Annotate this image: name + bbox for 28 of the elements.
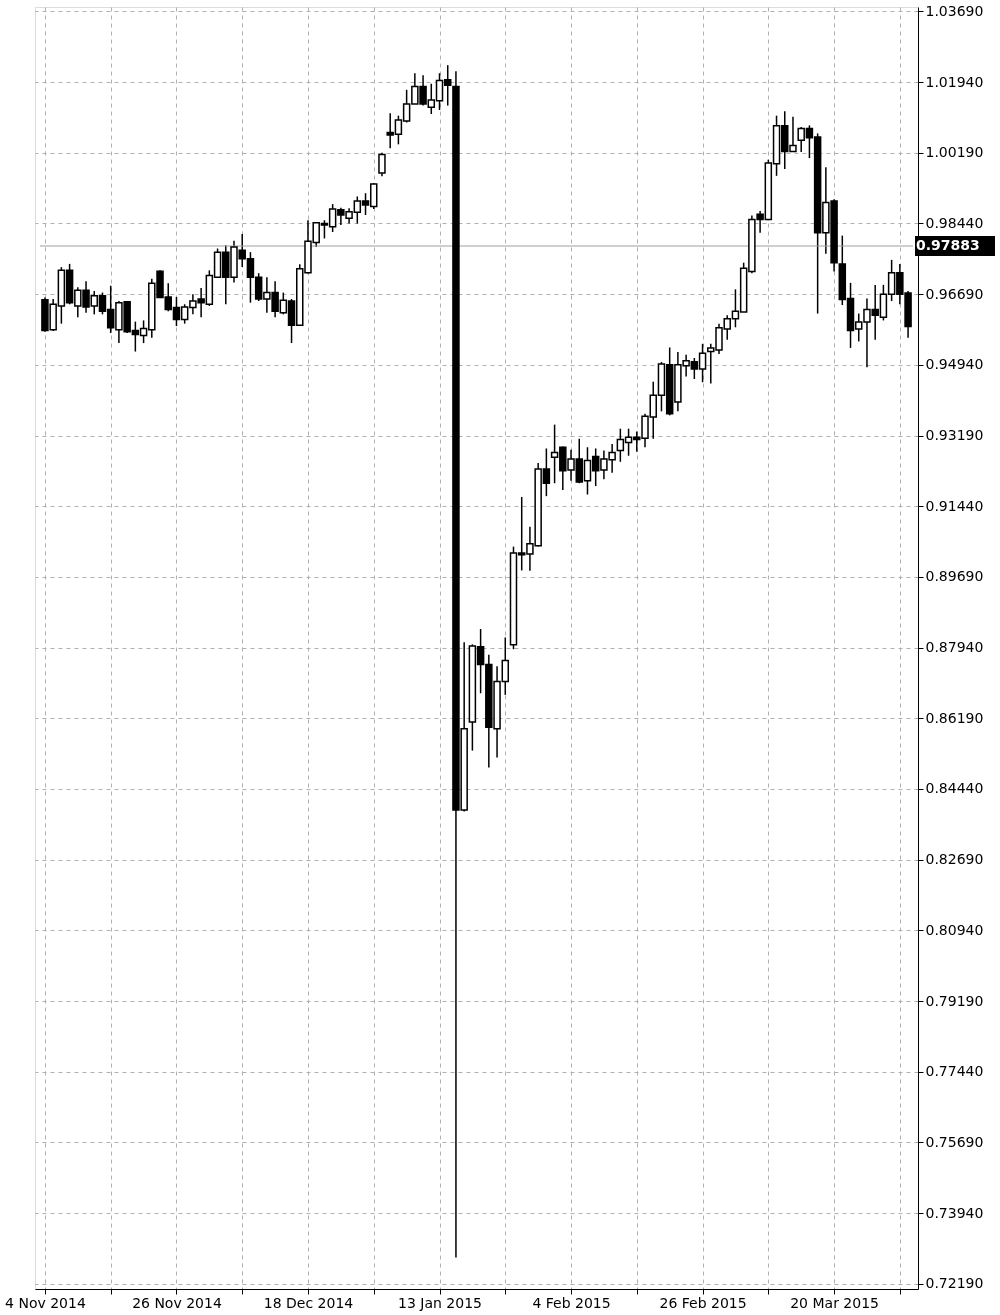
y-tick-label: 0.96690 [925, 285, 984, 302]
y-tick-label: 0.80940 [925, 921, 984, 938]
y-tick-label: 1.03690 [925, 2, 984, 19]
x-tick-label: 13 Jan 2015 [398, 1294, 482, 1311]
ref-line-label: 0.97883 [916, 236, 980, 253]
y-tick-label: 0.91440 [925, 497, 984, 514]
x-tick-label: 26 Feb 2015 [659, 1294, 747, 1311]
candlestick [378, 152, 386, 177]
y-tick-label: 0.84440 [925, 780, 984, 797]
y-tick-label: 0.94940 [925, 356, 984, 373]
y-tick-label: 0.82690 [925, 851, 984, 868]
y-tick-label: 0.75690 [925, 1133, 984, 1150]
y-tick-label: 0.98440 [925, 214, 984, 231]
x-tick-label: 26 Nov 2014 [132, 1294, 222, 1311]
x-tick-label: 20 Mar 2015 [790, 1294, 879, 1311]
y-tick-label: 0.77440 [925, 1063, 984, 1080]
y-tick-label: 0.86190 [925, 709, 984, 726]
y-tick-label: 0.79190 [925, 992, 984, 1009]
y-tick-label: 0.93190 [925, 427, 984, 444]
y-tick-label: 0.73940 [925, 1204, 984, 1221]
x-tick-label: 4 Feb 2015 [532, 1294, 611, 1311]
y-tick-label: 0.72190 [925, 1275, 984, 1292]
x-tick-label: 4 Nov 2014 [5, 1294, 86, 1311]
y-tick-label: 0.89690 [925, 568, 984, 585]
y-tick-label: 0.87940 [925, 639, 984, 656]
y-tick-label: 1.01940 [925, 73, 984, 90]
y-tick-label: 1.00190 [925, 144, 984, 161]
x-tick-label: 18 Dec 2014 [263, 1294, 354, 1311]
